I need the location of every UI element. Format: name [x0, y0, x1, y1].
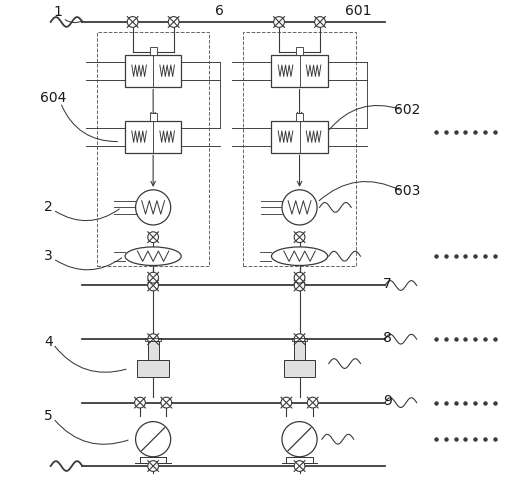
Bar	[150, 113, 156, 121]
Circle shape	[135, 422, 171, 457]
Circle shape	[148, 461, 158, 471]
Circle shape	[148, 232, 158, 243]
Bar	[125, 121, 181, 152]
Text: 7: 7	[383, 277, 392, 291]
Bar	[97, 32, 209, 266]
Bar	[145, 338, 161, 342]
Bar	[148, 342, 158, 360]
Bar	[150, 47, 156, 55]
Bar	[125, 55, 181, 87]
Circle shape	[135, 190, 171, 225]
Circle shape	[294, 272, 305, 283]
Text: 5: 5	[44, 409, 53, 423]
Circle shape	[282, 190, 317, 225]
Bar	[294, 342, 305, 360]
Circle shape	[294, 334, 305, 345]
Bar	[292, 338, 307, 342]
Text: 603: 603	[394, 184, 420, 198]
Bar	[271, 55, 328, 87]
Circle shape	[148, 272, 158, 283]
Circle shape	[148, 280, 158, 291]
Circle shape	[148, 334, 158, 345]
Text: 601: 601	[345, 4, 371, 18]
Text: 6: 6	[215, 4, 224, 18]
Text: 604: 604	[40, 91, 66, 104]
Circle shape	[294, 232, 305, 243]
Ellipse shape	[125, 247, 181, 265]
Circle shape	[134, 397, 145, 408]
Circle shape	[315, 17, 326, 27]
Ellipse shape	[271, 247, 328, 265]
Bar	[296, 47, 303, 55]
Circle shape	[281, 397, 292, 408]
Circle shape	[307, 397, 318, 408]
Text: 602: 602	[394, 103, 420, 117]
Text: 1: 1	[54, 5, 63, 19]
Circle shape	[294, 461, 305, 471]
Text: 4: 4	[44, 335, 53, 348]
Bar	[296, 113, 303, 121]
Circle shape	[274, 17, 284, 27]
Text: 9: 9	[383, 394, 392, 408]
Text: 8: 8	[383, 331, 392, 345]
Bar	[137, 360, 169, 377]
Circle shape	[294, 280, 305, 291]
Bar	[283, 360, 315, 377]
Circle shape	[127, 17, 138, 27]
Bar	[271, 121, 328, 152]
Circle shape	[168, 17, 179, 27]
Circle shape	[161, 397, 172, 408]
Bar	[243, 32, 356, 266]
Text: 3: 3	[44, 249, 53, 263]
Circle shape	[282, 422, 317, 457]
Text: 2: 2	[44, 201, 53, 214]
